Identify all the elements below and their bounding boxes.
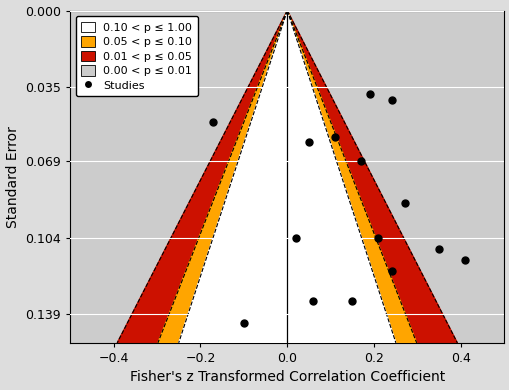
Point: [387, 268, 395, 274]
Point: [400, 200, 408, 206]
Point: [308, 298, 317, 305]
Polygon shape: [178, 11, 395, 343]
Polygon shape: [117, 11, 287, 343]
Polygon shape: [287, 11, 457, 343]
Point: [356, 158, 364, 165]
Point: [374, 235, 382, 241]
Point: [348, 298, 356, 305]
Point: [291, 235, 299, 241]
X-axis label: Fisher's z Transformed Correlation Coefficient: Fisher's z Transformed Correlation Coeff…: [129, 370, 444, 385]
Point: [365, 90, 373, 97]
Point: [434, 246, 442, 252]
Polygon shape: [287, 11, 416, 343]
Y-axis label: Standard Error: Standard Error: [6, 126, 19, 228]
Legend: 0.10 < p ≤ 1.00, 0.05 < p ≤ 0.10, 0.01 < p ≤ 0.05, 0.00 < p ≤ 0.01, Studies: 0.10 < p ≤ 1.00, 0.05 < p ≤ 0.10, 0.01 <…: [75, 16, 197, 96]
Point: [387, 97, 395, 103]
Polygon shape: [158, 11, 287, 343]
Point: [330, 134, 338, 140]
Point: [239, 320, 247, 326]
Point: [460, 257, 468, 263]
Point: [209, 119, 217, 125]
Point: [304, 138, 313, 145]
